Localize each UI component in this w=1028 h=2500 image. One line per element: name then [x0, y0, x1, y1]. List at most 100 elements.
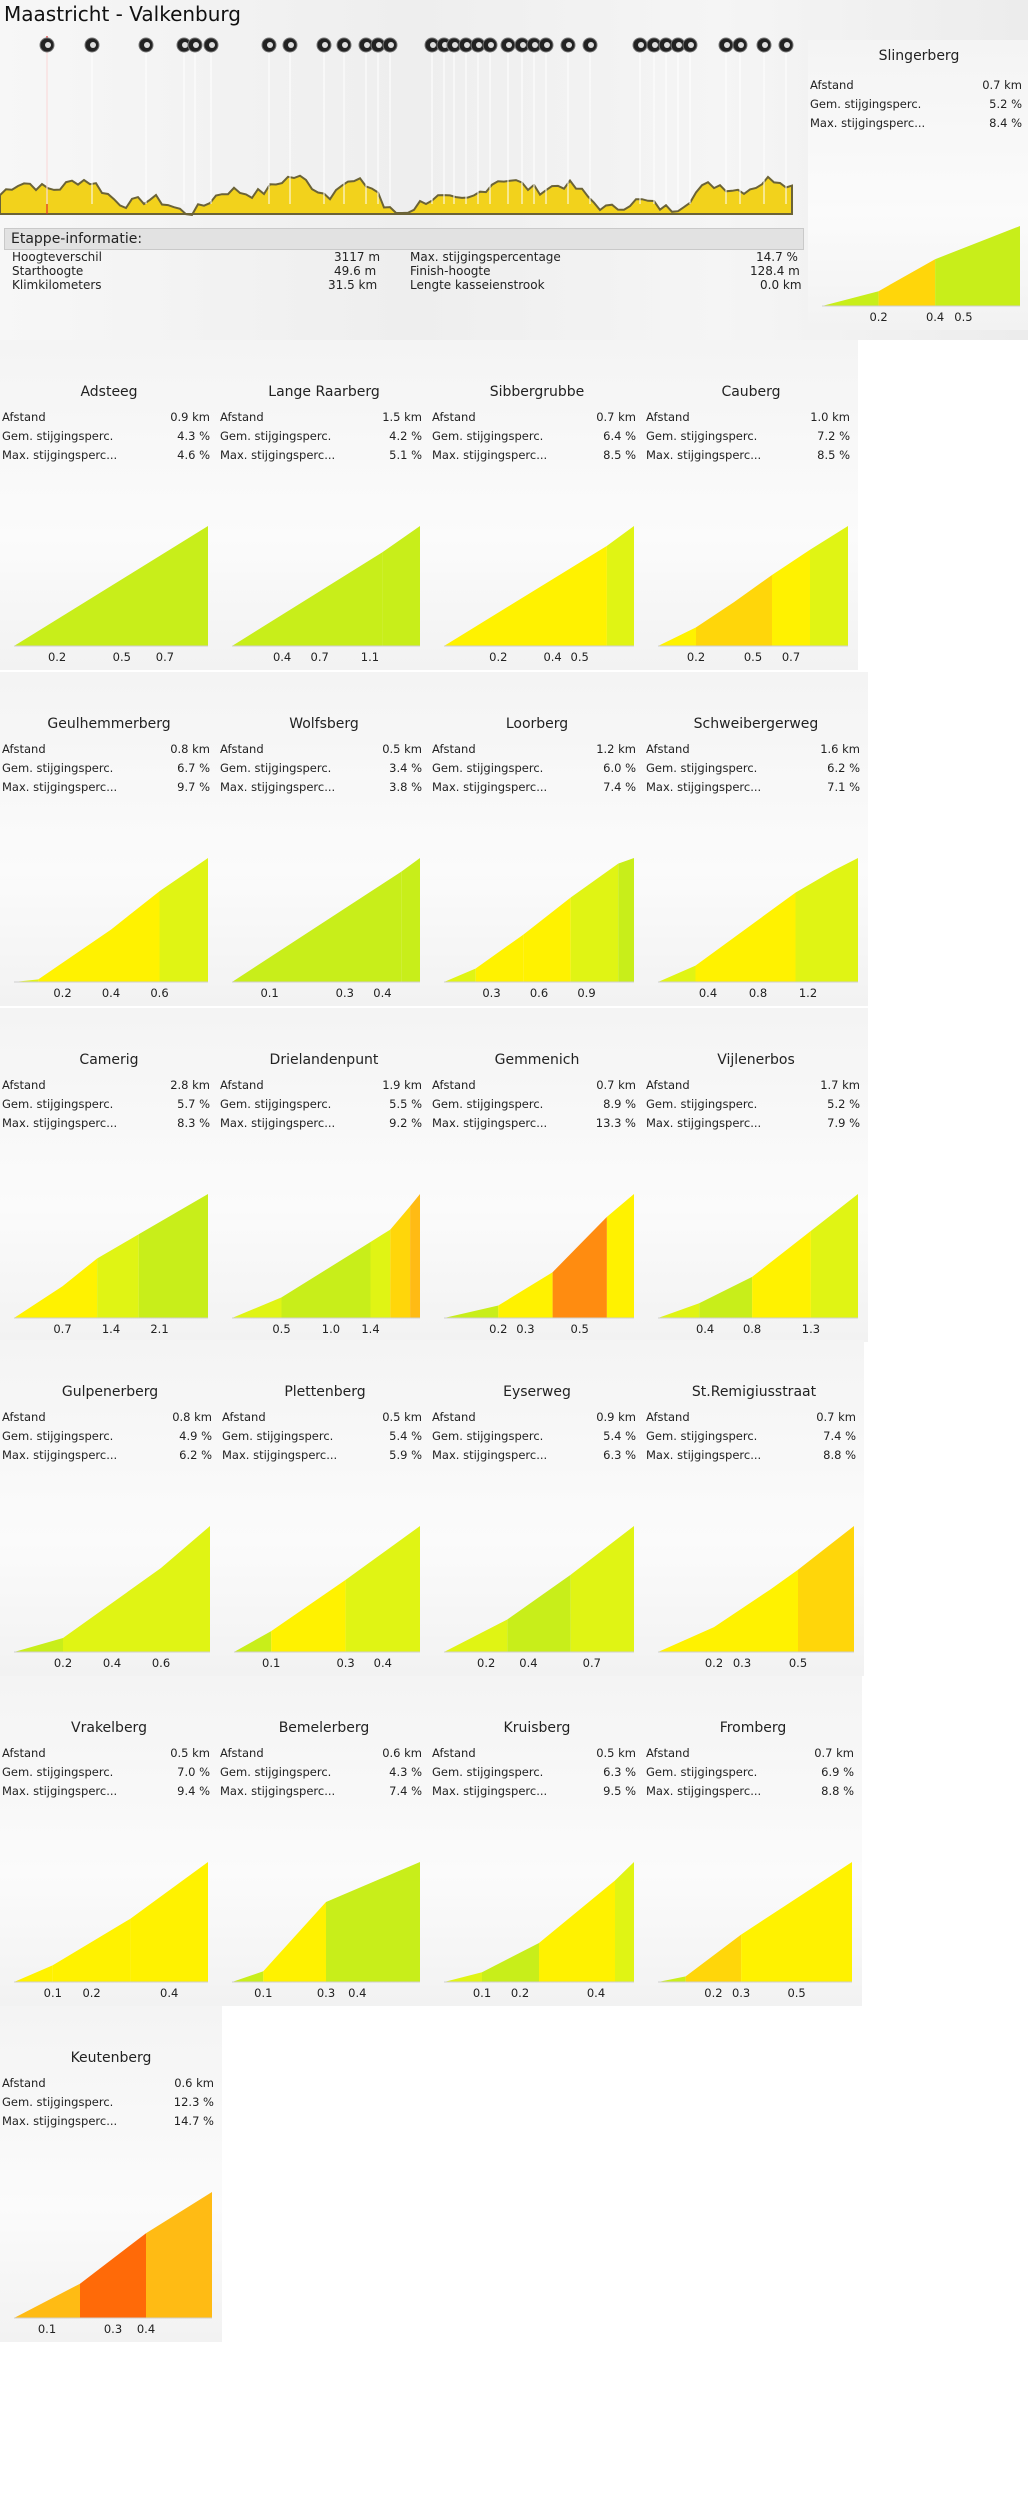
- tick-label: 0.5: [789, 1656, 807, 1670]
- stat-value: 5.4 %: [389, 1429, 422, 1443]
- climb-profile-chart: 0.2 0.5 0.7: [14, 526, 208, 664]
- profile-segment: [810, 1194, 858, 1318]
- climb-marker-dot: [676, 42, 682, 48]
- stat-value: 0.9 km: [170, 410, 210, 424]
- climb-card: Wolfsberg Afstand 0.5 km Gem. stijgingsperc…: [218, 672, 430, 1006]
- stat-row: Max. stijgingsperc... 13.3 %: [432, 1116, 636, 1130]
- climb-profile-chart: 0.5 1.0 1.4: [232, 1194, 420, 1336]
- stat-value: 6.7 %: [177, 761, 210, 775]
- tick-label: 0.1: [38, 2322, 56, 2336]
- climb-card: Vrakelberg Afstand 0.5 km Gem. stijgingsper…: [0, 1676, 218, 2006]
- stat-row: Gem. stijgingsperc. 7.2 %: [646, 429, 850, 443]
- stat-row: Max. stijgingsperc... 8.5 %: [432, 448, 636, 462]
- tick-label: 0.6: [152, 1656, 170, 1670]
- info-row: Hoogteverschil 3117 m Max. stijgingsperc…: [4, 250, 804, 264]
- stat-label: Gem. stijgingsperc.: [2, 429, 114, 443]
- info-row: Starthoogte 49.6 m Finish-hoogte 128.4 m: [4, 264, 804, 278]
- stat-label: Gem. stijgingsperc.: [646, 1097, 758, 1111]
- profile-segment: [138, 1194, 208, 1318]
- tick-label: 0.3: [733, 1656, 751, 1670]
- tick-label: 0.1: [260, 986, 278, 1000]
- climb-name: Cauberg: [721, 384, 781, 400]
- stat-row: Gem. stijgingsperc. 4.3 %: [2, 429, 210, 443]
- tick-label: 0.4: [543, 650, 561, 664]
- info-value: 128.4 m: [750, 264, 800, 278]
- tick-label: 1.4: [361, 1322, 379, 1336]
- climb-marker-dot: [464, 42, 470, 48]
- profile-segment: [658, 1627, 714, 1652]
- climb-marker-dot: [724, 42, 730, 48]
- profile-segment: [570, 863, 619, 982]
- tick-label: 0.4: [374, 1656, 392, 1670]
- stat-label: Max. stijgingsperc...: [646, 780, 762, 794]
- profile-segment: [714, 1589, 770, 1652]
- stat-label: Max. stijgingsperc...: [2, 1784, 118, 1798]
- stat-row: Max. stijgingsperc... 8.5 %: [646, 448, 850, 462]
- stat-row: Afstand 0.5 km: [220, 742, 422, 756]
- stat-label: Afstand: [2, 1078, 46, 1092]
- tick-label: 0.3: [104, 2322, 122, 2336]
- stat-label: Afstand: [2, 742, 46, 756]
- stat-row: Afstand 1.7 km: [646, 1078, 860, 1092]
- stat-row: Gem. stijgingsperc. 5.7 %: [2, 1097, 210, 1111]
- stat-row: Max. stijgingsperc... 5.9 %: [222, 1448, 422, 1462]
- stat-label: Gem. stijgingsperc.: [2, 1429, 114, 1443]
- stat-row: Afstand 0.9 km: [2, 410, 210, 424]
- profile-segment: [14, 2283, 80, 2318]
- climb-card: Plettenberg Afstand 0.5 km Gem. stijgingspe…: [220, 1340, 430, 1676]
- profile-segment: [658, 965, 696, 982]
- stat-value: 0.6 km: [382, 1746, 422, 1760]
- stage-info-panel: Etappe-informatie: Hoogteverschil 3117 m…: [4, 228, 804, 292]
- stat-row: Afstand 0.9 km: [432, 1410, 636, 1424]
- info-value: 3117 m: [334, 250, 381, 264]
- profile-segment: [696, 602, 734, 646]
- climb-marker-dot: [442, 42, 448, 48]
- stat-label: Gem. stijgingsperc.: [220, 429, 332, 443]
- stat-value: 7.4 %: [389, 1784, 422, 1798]
- stat-label: Gem. stijgingsperc.: [432, 1429, 544, 1443]
- tick-label: 0.4: [273, 650, 291, 664]
- tick-label: 0.2: [53, 986, 71, 1000]
- stat-row: Gem. stijgingsperc. 6.4 %: [432, 429, 636, 443]
- profile-segment: [14, 1638, 63, 1652]
- stat-label: Afstand: [2, 1746, 46, 1760]
- climb-name: Fromberg: [719, 1720, 787, 1736]
- stat-row: Gem. stijgingsperc. 7.4 %: [646, 1429, 856, 1443]
- climb-card: Lange Raarberg Afstand 1.5 km Gem. stijging…: [218, 340, 430, 670]
- tick-label: 0.2: [477, 1656, 495, 1670]
- tick-label: 1.2: [799, 986, 817, 1000]
- tick-label: 0.5: [787, 1986, 805, 2000]
- profile-segment: [444, 1619, 508, 1652]
- tick-label: 0.2: [48, 650, 66, 664]
- stat-label: Gem. stijgingsperc.: [220, 1097, 332, 1111]
- climb-name: Slingerberg: [878, 48, 960, 64]
- profile-segment: [658, 1303, 700, 1318]
- stat-row: Max. stijgingsperc... 14.7 %: [2, 2114, 214, 2128]
- stat-label: Max. stijgingsperc...: [646, 1784, 762, 1798]
- stat-value: 5.4 %: [603, 1429, 636, 1443]
- stat-row: Max. stijgingsperc... 6.3 %: [432, 1448, 636, 1462]
- stat-row: Max. stijgingsperc... 5.1 %: [220, 448, 422, 462]
- tick-label: 0.7: [311, 650, 329, 664]
- stat-row: Gem. stijgingsperc. 6.2 %: [646, 761, 860, 775]
- tick-label: 0.4: [587, 1986, 605, 2000]
- info-label: Lengte kasseienstrook: [410, 278, 545, 292]
- profile-segment: [345, 1526, 420, 1652]
- stat-value: 7.1 %: [827, 780, 860, 794]
- tick-label: 0.4: [373, 986, 391, 1000]
- climb-name: Plettenberg: [284, 1384, 366, 1400]
- climb-name: Wolfsberg: [289, 716, 359, 732]
- stat-row: Gem. stijgingsperc. 5.4 %: [432, 1429, 636, 1443]
- profile-segment: [232, 552, 383, 646]
- stat-label: Max. stijgingsperc...: [646, 1116, 762, 1130]
- climb-profile-chart: 0.1 0.2 0.4: [444, 1862, 634, 2000]
- stat-row: Max. stijgingsperc... 6.2 %: [2, 1448, 212, 1462]
- profile-segment: [878, 259, 936, 306]
- info-value: 31.5 km: [328, 278, 378, 292]
- climb-profile-chart: 0.1 0.3 0.4: [14, 2192, 212, 2336]
- climb-profile-chart: 0.2 0.3 0.5: [444, 1194, 634, 1336]
- profile-segment: [370, 1229, 391, 1318]
- stat-value: 5.1 %: [389, 448, 422, 462]
- climb-marker-dot: [288, 42, 294, 48]
- tick-label: 0.4: [696, 1322, 714, 1336]
